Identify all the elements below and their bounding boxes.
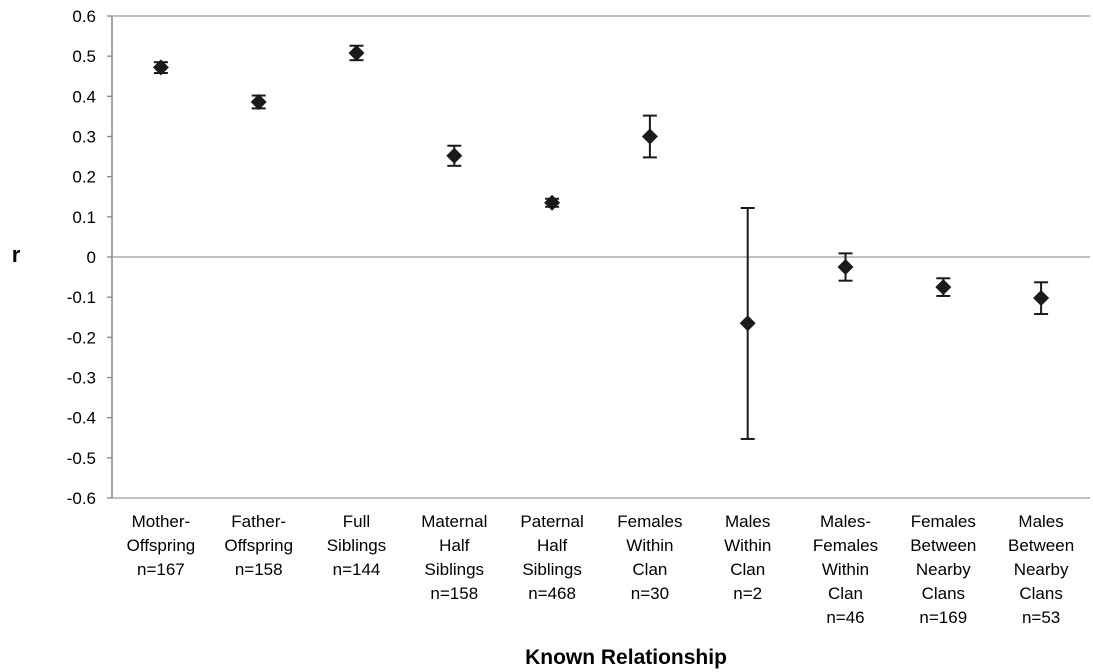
x-category-label-line: Nearby (1014, 560, 1069, 579)
x-category-label-line: n=53 (1022, 608, 1060, 627)
y-tick-label: 0.3 (72, 128, 96, 147)
x-category-label: Females Within Clan n=30 (617, 512, 682, 603)
x-category-label-line: Males (1018, 512, 1063, 531)
x-category-label-line: Clan (730, 560, 765, 579)
x-category-label-line: Half (439, 536, 470, 555)
x-category-label-line: Males- (820, 512, 871, 531)
y-tick-label: 0.4 (72, 87, 96, 106)
y-tick-label: -0.5 (67, 449, 96, 468)
y-tick-label: 0.2 (72, 168, 96, 187)
x-category-label-line: n=167 (137, 560, 185, 579)
data-point-group (935, 277, 952, 297)
data-marks (152, 44, 1050, 440)
y-tick-label: 0.5 (72, 47, 96, 66)
x-category-label: Maternal Half Siblings n=158 (421, 512, 487, 603)
data-point-diamond (837, 259, 854, 276)
x-category-label: Males Within Clan n=2 (724, 512, 771, 603)
x-category-label: Females Between Nearby Clans n=169 (910, 512, 976, 627)
x-category-label-line: Within (822, 560, 869, 579)
y-tick-label: -0.1 (67, 288, 96, 307)
data-point-group (837, 252, 854, 282)
data-point-group (152, 59, 169, 76)
y-tick-label: -0.2 (67, 328, 96, 347)
x-category-label-line: n=46 (826, 608, 864, 627)
x-category-label-line: Clans (922, 584, 965, 603)
data-point-diamond (446, 147, 463, 164)
data-point-group (544, 194, 561, 211)
data-point-diamond (348, 44, 365, 61)
x-category-label-line: n=468 (528, 584, 576, 603)
x-axis-category-labels: Mother- Offspring n=167 Father- Offspring n=1… (127, 512, 1075, 627)
x-category-label-line: Offspring (224, 536, 293, 555)
data-point-diamond (739, 315, 756, 332)
y-tick-label: 0.6 (72, 7, 96, 26)
x-category-label-line: n=169 (919, 608, 967, 627)
x-category-label-line: Clan (632, 560, 667, 579)
x-category-label-line: Paternal (520, 512, 583, 531)
data-point-diamond (641, 128, 658, 145)
x-category-label-line: Maternal (421, 512, 487, 531)
x-category-label-line: Mother- (132, 512, 191, 531)
y-tick-label: -0.6 (67, 489, 96, 508)
data-point-diamond (250, 93, 267, 110)
y-axis-ticks: 0.6 0.5 0.4 0.3 0.2 0.1 0 -0.1 -0.2 -0.3 -0.4 -0.5 -… (67, 7, 112, 508)
data-point-group (739, 206, 756, 440)
data-point-diamond (935, 279, 952, 296)
x-category-label: Paternal Half Siblings n=468 (520, 512, 583, 603)
x-category-label: Full Siblings n=144 (327, 512, 387, 579)
data-point-group (641, 114, 658, 159)
x-category-label-line: Females (617, 512, 682, 531)
x-category-label-line: n=158 (235, 560, 283, 579)
x-category-label-line: Females (911, 512, 976, 531)
x-category-label: Father- Offspring n=158 (224, 512, 293, 579)
data-point-group (348, 44, 365, 62)
y-tick-label: 0.1 (72, 208, 96, 227)
y-tick-label: -0.3 (67, 369, 96, 388)
x-category-label: Mother- Offspring n=167 (127, 512, 196, 579)
x-category-label-line: Within (626, 536, 673, 555)
data-point-diamond (1033, 289, 1050, 306)
data-point-group (250, 93, 267, 110)
x-category-label-line: n=158 (430, 584, 478, 603)
x-category-label-line: Offspring (127, 536, 196, 555)
x-category-label-line: Siblings (522, 560, 582, 579)
x-category-label-line: Full (343, 512, 370, 531)
x-category-label-line: Half (537, 536, 568, 555)
x-category-label-line: Males (725, 512, 770, 531)
data-point-group (446, 144, 463, 167)
y-axis-title: r (12, 242, 21, 267)
x-category-label: Males- Females Within Clan n=46 (813, 512, 878, 627)
x-category-label-line: Father- (231, 512, 286, 531)
x-category-label-line: Within (724, 536, 771, 555)
x-category-label-line: n=30 (631, 584, 669, 603)
x-category-label-line: Nearby (916, 560, 971, 579)
x-category-label-line: Females (813, 536, 878, 555)
data-point-diamond (152, 59, 169, 76)
x-category-label-line: Siblings (327, 536, 387, 555)
data-point-group (1033, 281, 1050, 316)
x-category-label-line: Siblings (425, 560, 485, 579)
x-category-label: Males Between Nearby Clans n=53 (1008, 512, 1074, 627)
x-category-label-line: n=2 (733, 584, 762, 603)
x-category-label-line: n=144 (333, 560, 381, 579)
x-axis-title: Known Relationship (525, 646, 727, 669)
x-category-label-line: Between (1008, 536, 1074, 555)
x-category-label-line: Between (910, 536, 976, 555)
x-category-label-line: Clan (828, 584, 863, 603)
y-tick-label: -0.4 (67, 409, 96, 428)
data-point-diamond (544, 194, 561, 211)
y-tick-label: 0 (87, 248, 96, 267)
x-category-label-line: Clans (1019, 584, 1062, 603)
